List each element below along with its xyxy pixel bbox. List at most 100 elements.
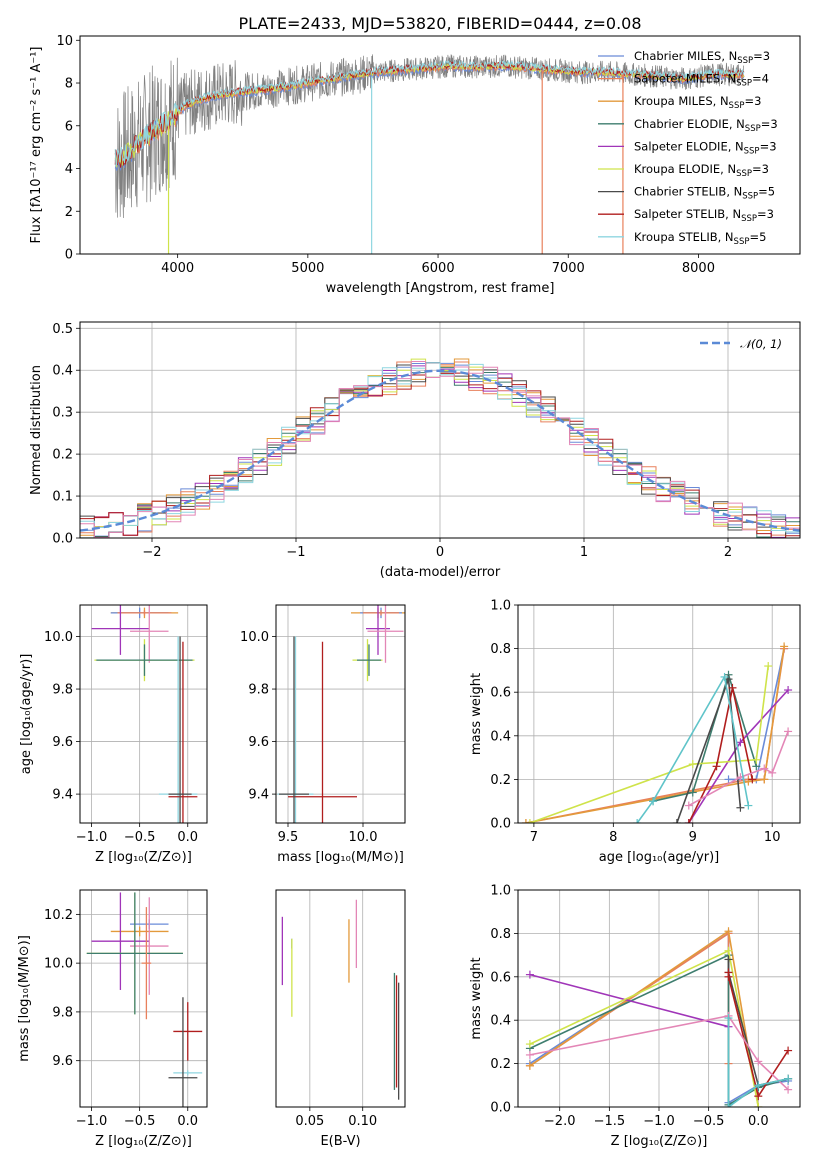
errorbar-point [91, 605, 150, 655]
frame-age_vs_mass: 9.5 10.0 9.4 9.6 9.8 10.0 mass [log₁₀(M/M⊙)] [240, 604, 406, 865]
x-tick-label: 0.0 [177, 1114, 198, 1129]
x-axis-label: Z [log₁₀(Z/Z⊙)] [95, 850, 192, 865]
axes-frame [79, 604, 208, 824]
y-tick-label: 0.5 [52, 322, 73, 337]
weight-point-marker [764, 662, 773, 671]
weight-point-marker [724, 955, 733, 964]
weight-point-marker [525, 1061, 534, 1070]
errorbar-point [117, 610, 172, 616]
y-tick-label: 0.2 [490, 773, 511, 788]
x-tick-label: 9.5 [278, 830, 299, 845]
weight-point-marker [724, 946, 733, 955]
x-tick-label: 0.0 [177, 830, 198, 845]
y-tick-label: 0.0 [490, 1101, 511, 1116]
frame-weight_vs_Z: −2.0 −1.5 −1.0 −0.5 0.0 0.0 0.2 0.4 0.6 0.8 1.0 Z [… [469, 884, 801, 1149]
errorbar-point [367, 605, 404, 663]
x-tick-label: 1 [580, 545, 588, 560]
y-tick-label: 0.6 [490, 686, 511, 701]
y-tick-label: 0.2 [52, 448, 73, 463]
y-tick-label: 9.6 [52, 1054, 73, 1069]
errorbar-point [173, 1002, 203, 1061]
spectrum-model-line [114, 63, 745, 171]
age_vs_mass-points [277, 605, 405, 823]
y-tick-label: 9.4 [248, 788, 269, 803]
y-tick-label: 0.0 [490, 817, 511, 832]
weight-point-marker [784, 1085, 793, 1094]
weight-point-marker [525, 970, 534, 979]
weight-point-marker [672, 819, 681, 823]
weight-point-marker [754, 1092, 763, 1101]
weight-point-marker [724, 775, 733, 784]
weight-point-marker [754, 1081, 763, 1090]
y-tick-label: 10.0 [240, 630, 269, 645]
legend-entry: Salpeter MILES, NSSP=4 [634, 72, 769, 89]
legend-entry: Chabrier STELIB, NSSP=5 [634, 185, 775, 202]
x-tick-label: −1.0 [76, 830, 108, 845]
y-tick-label: 0.8 [490, 642, 511, 657]
errorbar-point [141, 907, 152, 1020]
y-axis-label: Flux [fλ10⁻¹⁷ erg cm⁻² s⁻¹ A⁻¹] [29, 47, 44, 244]
x-tick-label: 4000 [161, 261, 194, 276]
weight-series-line [525, 646, 785, 823]
errorbar-point [168, 641, 198, 823]
y-tick-label: 8 [65, 77, 73, 92]
weight-series-line [652, 672, 758, 802]
gaussian-curve [80, 369, 800, 532]
y-tick-label: 0.1 [52, 490, 73, 505]
x-tick-label: −2.0 [544, 1114, 576, 1129]
y-tick-label: 4 [65, 162, 73, 177]
age_vs_Z-points [91, 605, 198, 823]
legend-entry: Chabrier ELODIE, NSSP=3 [634, 117, 778, 134]
x-tick-label: −1.0 [643, 1114, 675, 1129]
y-tick-label: 10.2 [44, 908, 73, 923]
frame-age_vs_Z: −1.0 −0.5 0.0 9.4 9.6 9.8 10.0 Z [log₁₀(Z/Z⊙)] a… [19, 604, 208, 865]
mass_vs_Z-points [86, 892, 203, 1107]
weight-point-marker [633, 819, 642, 823]
weight-series-line [636, 674, 750, 823]
y-tick-label: 9.8 [248, 683, 269, 698]
weight-point-marker [784, 727, 793, 736]
weight-point-marker [760, 764, 769, 773]
x-axis-label: Z [log₁₀(Z/Z⊙)] [95, 1134, 192, 1149]
frame-residuals: −2 −1 0 1 2 0.0 0.1 0.2 0.3 0.4 0.5 (data-model)/er… [29, 321, 801, 580]
weight-point-marker [784, 1074, 793, 1083]
y-tick-label: 1.0 [490, 884, 511, 899]
y-tick-label: 1.0 [490, 599, 511, 614]
legend-entry: Kroupa MILES, NSSP=3 [634, 94, 761, 111]
weight-point-marker [728, 683, 737, 692]
y-axis-label: mass weight [469, 957, 484, 1039]
x-tick-label: −1.5 [594, 1114, 626, 1129]
errorbar-point [173, 1070, 203, 1076]
x-tick-label: 0.05 [295, 1114, 324, 1129]
y-axis-label: mass [log₁₀(M/M⊙)] [17, 935, 32, 1062]
frame-mass_vs_EBV: 0.05 0.10 E(B-V) [275, 889, 406, 1149]
y-tick-label: 10.0 [44, 957, 73, 972]
x-axis-label: (data-model)/error [380, 565, 501, 580]
weight_vs_Z-lines [525, 927, 793, 1107]
weight-series-line [529, 665, 769, 823]
errorbar-point [279, 636, 309, 823]
errorbar-point [96, 644, 193, 676]
weight-point-marker [744, 801, 753, 810]
errorbar-point [86, 892, 183, 1015]
x-axis-label: E(B-V) [320, 1134, 360, 1149]
legend-entry: Kroupa ELODIE, NSSP=3 [634, 162, 769, 179]
x-tick-label: 6000 [422, 261, 455, 276]
axes-age_vs_mass [276, 605, 405, 823]
x-tick-label: 9 [689, 830, 697, 845]
axes-age_vs_Z [80, 605, 207, 823]
weight-point-marker [784, 1046, 793, 1055]
weight-series-line [529, 973, 729, 1028]
x-tick-label: 8000 [682, 261, 715, 276]
weight-point-marker [720, 672, 729, 681]
x-tick-label: 5000 [291, 261, 324, 276]
weight-point-marker [752, 755, 761, 764]
axes-frame [517, 604, 801, 824]
weight_vs_age-lines [521, 642, 793, 823]
y-tick-label: 0.8 [490, 927, 511, 942]
residual-plot [80, 358, 800, 538]
spectrum-model-line [114, 59, 745, 167]
weight-point-marker [754, 1103, 763, 1107]
legend-entry: Kroupa STELIB, NSSP=5 [634, 230, 766, 247]
y-tick-label: 2 [65, 205, 73, 220]
